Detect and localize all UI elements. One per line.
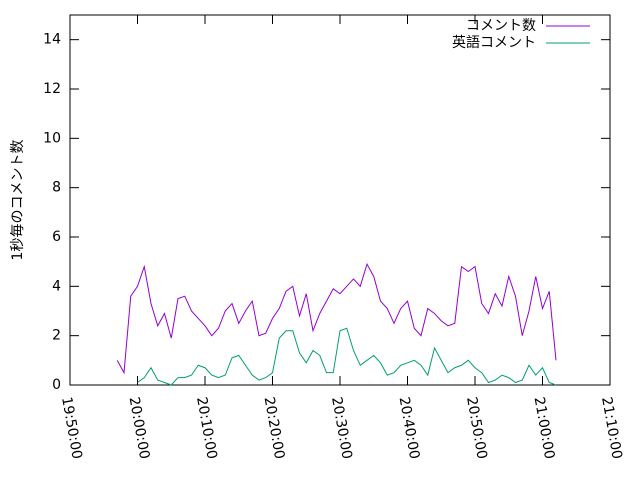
x-tick-label: 20:30:00: [328, 396, 355, 461]
x-tick-label: 20:20:00: [261, 396, 288, 461]
legend-label: 英語コメント: [452, 34, 536, 51]
y-tick-label: 2: [52, 328, 61, 344]
x-tick-label: 20:00:00: [126, 396, 153, 461]
x-tick-label: 20:50:00: [463, 396, 490, 461]
y-axis-label: 1秒毎のコメント数: [10, 140, 26, 261]
y-tick-label: 4: [52, 278, 61, 294]
x-tick-label: 20:40:00: [396, 396, 423, 461]
x-tick-label: 20:10:00: [193, 396, 220, 461]
legend-label: コメント数: [466, 18, 536, 34]
y-tick-label: 6: [52, 229, 61, 245]
y-tick-label: 10: [43, 130, 61, 146]
series-line: [116, 262, 557, 375]
y-tick-label: 8: [52, 180, 61, 196]
x-tick-label: 21:00:00: [531, 396, 558, 461]
y-tick-label: 12: [43, 81, 61, 97]
y-tick-label: 0: [52, 377, 61, 393]
series-line: [137, 327, 557, 386]
x-tick-label: 21:10:00: [598, 396, 625, 461]
plot-frame: [69, 14, 611, 386]
x-tick-label: 19:50:00: [58, 396, 85, 461]
y-tick-label: 14: [43, 32, 61, 48]
